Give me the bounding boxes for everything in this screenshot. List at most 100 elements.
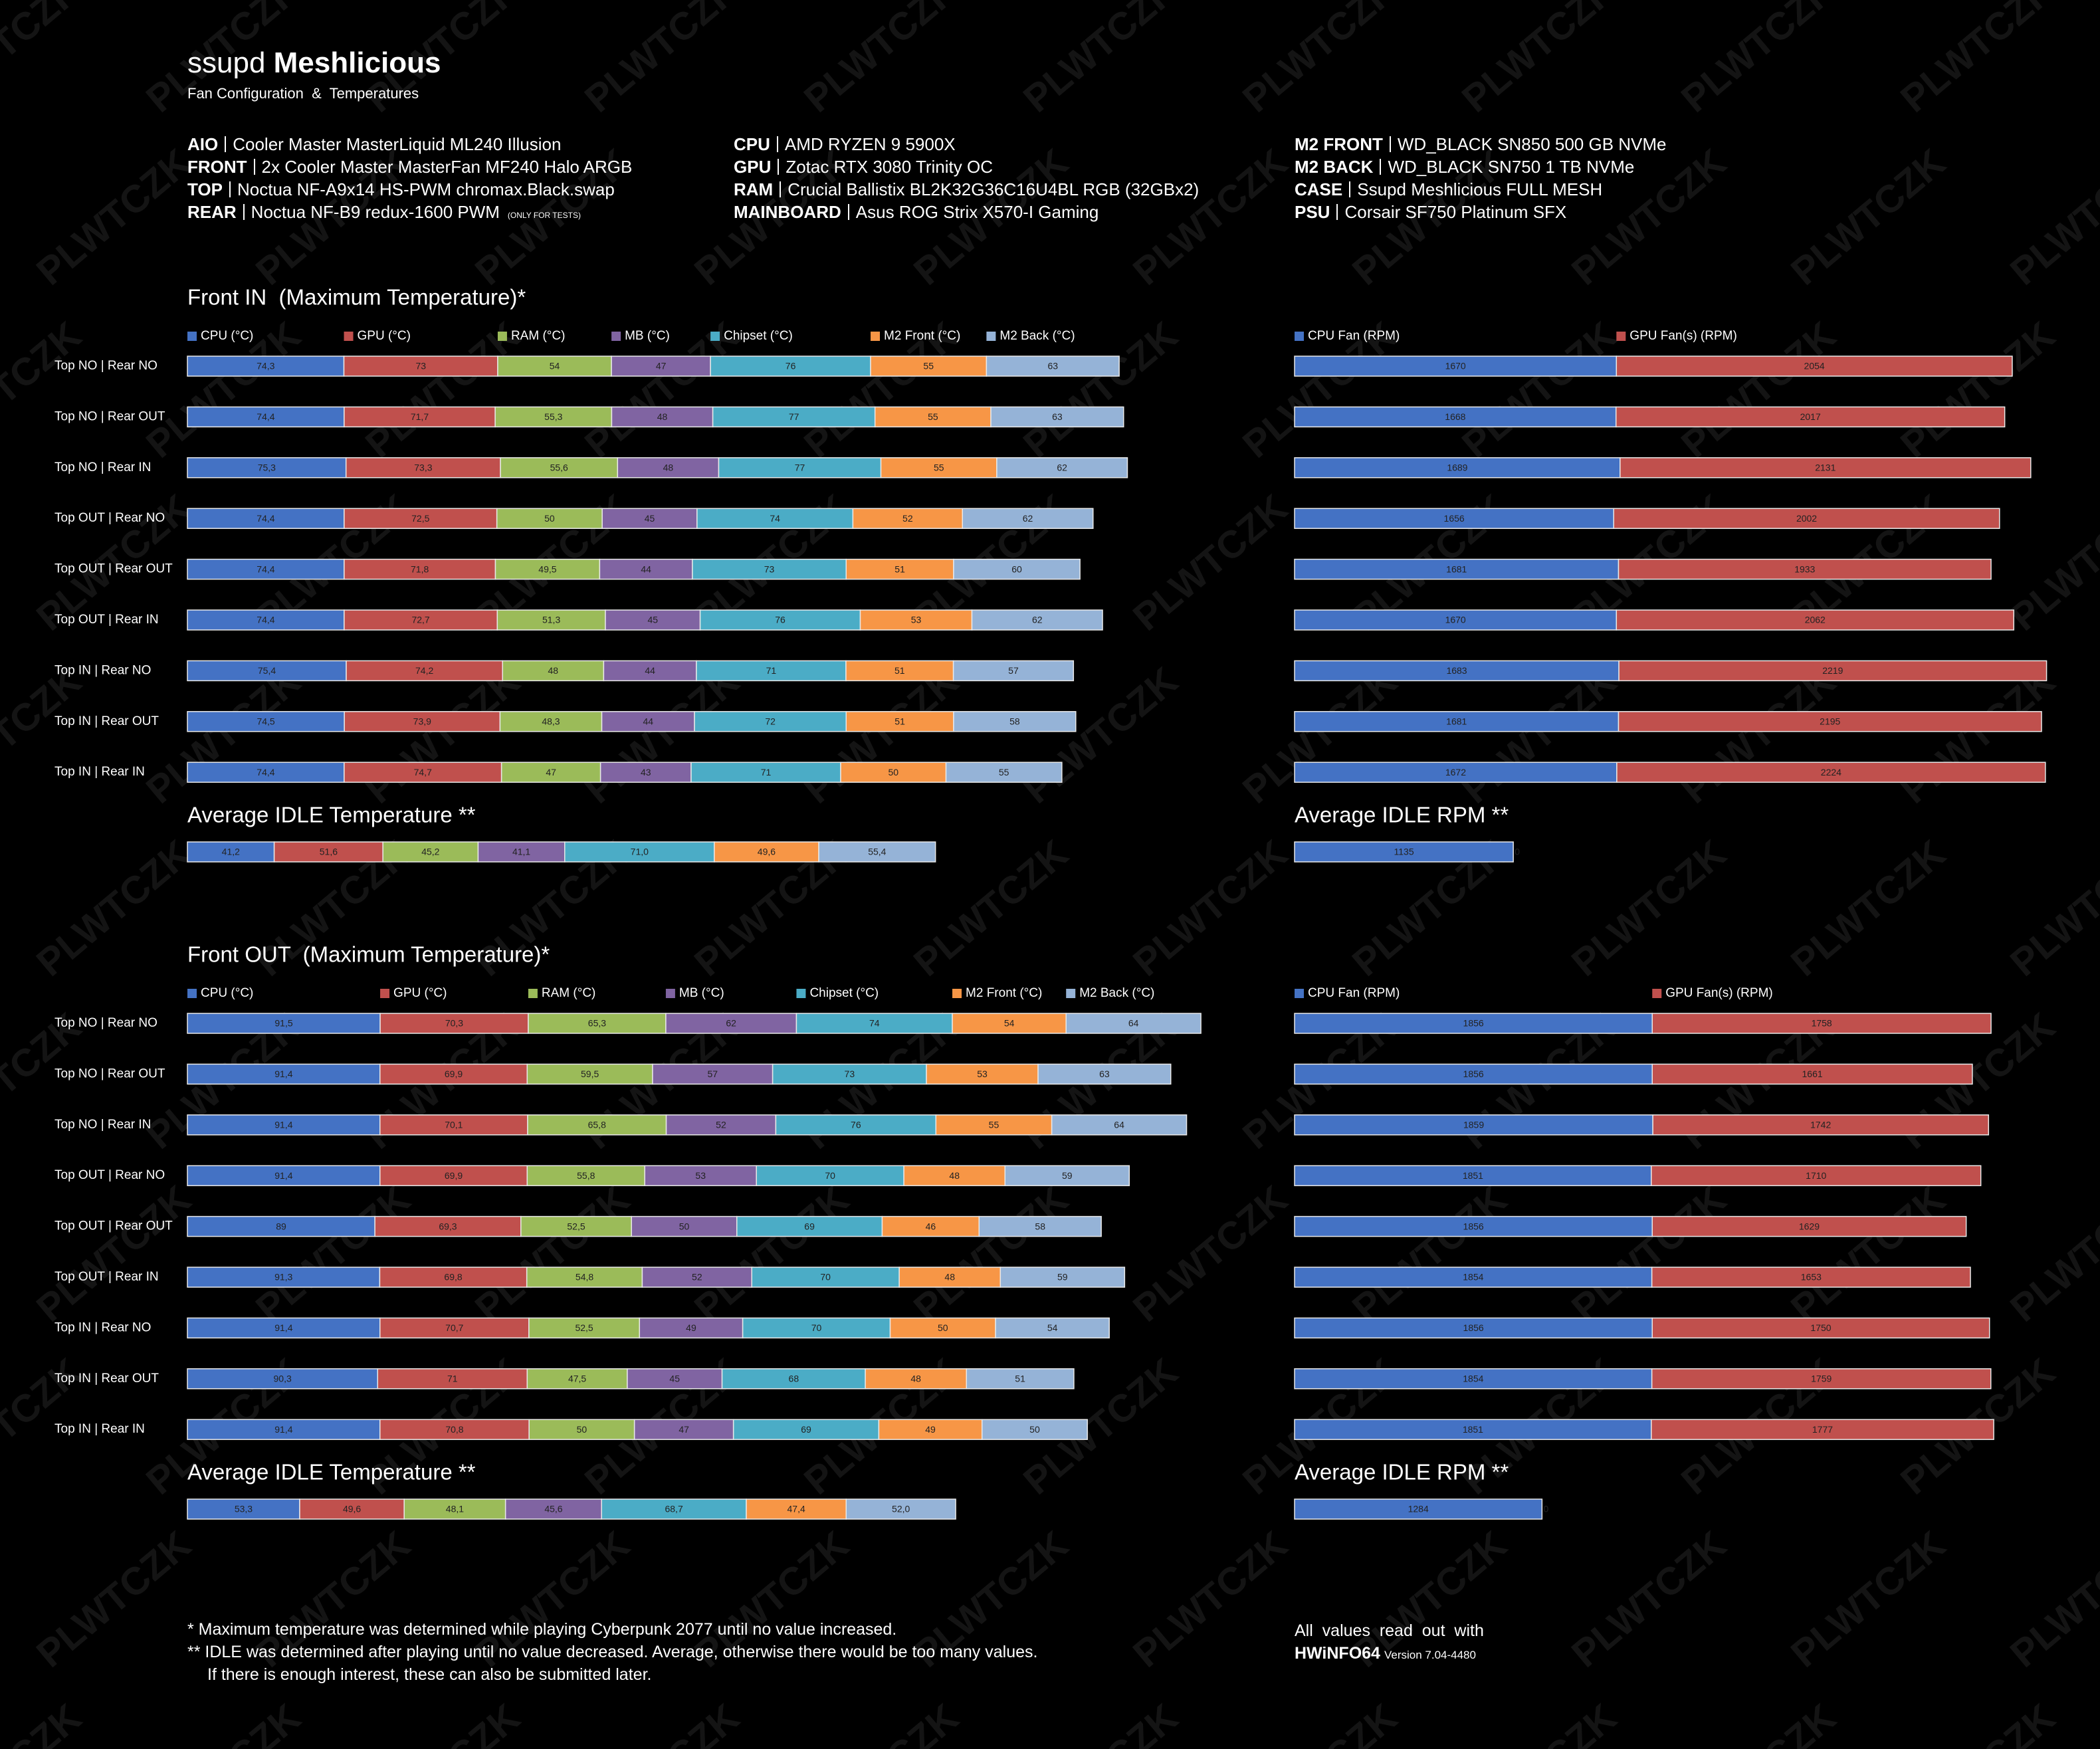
legend-label: RAM (°C) [511, 329, 565, 343]
value-label: 51 [894, 665, 905, 676]
watermark: PLWTCZK [1673, 659, 1844, 812]
bar-segment [344, 558, 496, 580]
bar-segment [617, 457, 720, 478]
bar-segment [898, 1267, 1001, 1288]
category-label: Top IN | Rear OUT [54, 714, 159, 728]
bar-segment [639, 1317, 744, 1339]
value-label: 55 [989, 1120, 999, 1130]
value-label: 47,4 [788, 1504, 805, 1514]
value-label: 51,6 [320, 847, 338, 857]
value-label: 73 [845, 1069, 855, 1079]
bar-segment [379, 1165, 528, 1186]
value-label: 50 [544, 513, 555, 524]
watermark: PLWTCZK [29, 1523, 199, 1676]
watermark: PLWTCZK [1783, 1523, 1954, 1676]
bar-segment [690, 762, 841, 783]
spec-value: Crucial Ballistix BL2K32G36C16U4BL RGB (… [788, 179, 1200, 199]
value-label: 1750 [1810, 1322, 1831, 1333]
value-label: 48 [657, 411, 668, 422]
value-label: 74,4 [257, 564, 274, 574]
bar-segment [665, 1114, 777, 1136]
value-label: 49 [686, 1322, 696, 1333]
footer: All values read out with HWiNFO64 Version … [1295, 1619, 1484, 1667]
separator [243, 204, 245, 220]
value-label: 53,3 [235, 1504, 253, 1514]
bar-segment [528, 1317, 641, 1339]
watermark: PLWTCZK [1783, 1178, 1954, 1330]
legend-swatch [871, 332, 881, 341]
legend-label: CPU Fan (RPM) [1308, 329, 1400, 343]
footer-text: All values read out with [1295, 1621, 1484, 1640]
bar-segment [344, 406, 496, 428]
value-label: 0 [1543, 1504, 1548, 1514]
bar-segment [710, 356, 871, 377]
value-label: 69,3 [439, 1221, 457, 1231]
value-label: 50 [577, 1424, 587, 1435]
value-label: 69 [804, 1221, 815, 1231]
bar-segment [1294, 1215, 1653, 1237]
bar-segment [870, 356, 988, 377]
value-label: 54 [1004, 1018, 1015, 1029]
category-label: Top IN | Rear IN [54, 1422, 145, 1436]
bar-segment [874, 406, 992, 428]
value-label: 45 [669, 1374, 680, 1384]
bar-segment [952, 660, 1075, 682]
bar-segment [945, 762, 1063, 783]
value-label: 71,7 [411, 411, 429, 422]
spec-label: TOP [187, 179, 223, 199]
value-label: 76 [775, 615, 786, 625]
watermark: PLWTCZK [138, 659, 309, 812]
value-label: 91,4 [274, 1322, 292, 1333]
legend-swatch [1295, 989, 1304, 998]
spec-value: 2x Cooler Master MasterFan MF240 Halo AR… [261, 157, 633, 177]
bar-segment [775, 1114, 937, 1136]
value-label: 51 [894, 716, 905, 727]
bar-segment [1651, 1063, 1973, 1085]
bar-segment [1618, 558, 1992, 580]
bar-segment [187, 841, 275, 863]
category-label: Top IN | Rear OUT [54, 1372, 159, 1386]
spec-row: MAINBOARD Asus ROG Strix X570-I Gaming [734, 201, 1199, 223]
separator [1380, 159, 1382, 175]
separator [1349, 181, 1351, 197]
bar-segment [345, 457, 501, 478]
watermark: PLWTCZK [1564, 1523, 1734, 1676]
bar-segment [187, 1215, 375, 1237]
value-label: 53 [977, 1069, 988, 1079]
spec-column: CPU AMD RYZEN 9 5900X GPU Zotac RTX 3080 Tr… [734, 133, 1199, 223]
value-label: 1629 [1799, 1221, 1820, 1231]
value-label: 41,1 [512, 847, 530, 857]
spec-row: RAM Crucial Ballistix BL2K32G36C16U4BL RG… [734, 178, 1199, 201]
category-label: Top OUT | Rear OUT [54, 562, 173, 576]
value-label: 2062 [1805, 615, 1826, 625]
spec-value: Asus ROG Strix X570-I Gaming [855, 202, 1099, 222]
legend-label: Chipset (°C) [809, 986, 879, 1000]
value-label: 50 [1029, 1424, 1040, 1435]
bar-segment [1294, 1419, 1652, 1440]
watermark: PLWTCZK [29, 1178, 199, 1330]
bar-segment [273, 841, 383, 863]
bar-segment [601, 508, 698, 529]
value-label: 59 [1057, 1272, 1068, 1283]
bar-segment [299, 1498, 405, 1520]
spec-value: Noctua NF-B9 redux-1600 PWM [251, 202, 500, 222]
value-label: 51,3 [542, 615, 560, 625]
bar-segment [878, 1419, 983, 1440]
bar-segment [981, 1419, 1088, 1440]
value-label: 74 [869, 1018, 880, 1029]
bar-segment [377, 1368, 528, 1389]
value-label: 76 [786, 361, 796, 371]
legend-label: M2 Front (°C) [966, 986, 1042, 1000]
value-label: 1689 [1447, 463, 1467, 473]
value-label: 54 [550, 361, 560, 371]
value-label: 71,0 [631, 847, 649, 857]
category-label: Top NO | Rear IN [54, 1118, 151, 1132]
value-label: 2195 [1820, 716, 1840, 727]
watermark: PLWTCZK [1125, 832, 1296, 985]
separator [1389, 136, 1391, 152]
bar-segment [1294, 609, 1618, 631]
watermark: PLWTCZK [1454, 314, 1625, 466]
chart-title: Front IN (Maximum Temperature)* [187, 285, 526, 310]
bar-segment [382, 841, 479, 863]
watermark: PLWTCZK [0, 314, 90, 466]
